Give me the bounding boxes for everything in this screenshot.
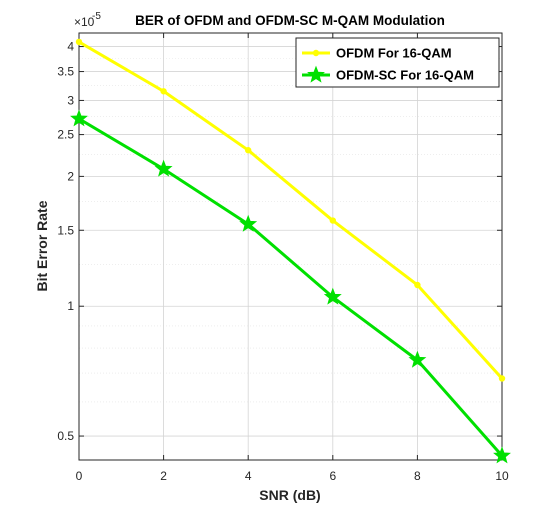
data-point [75,38,83,46]
x-axis-label: SNR (dB) [259,487,320,503]
y-multiplier-exponent: -5 [92,11,101,22]
y-tick-label: 3 [67,93,74,107]
y-multiplier-base: ×10 [74,15,95,29]
data-point [154,159,173,177]
data-point [70,109,88,127]
axis-ticks: 0.5 1 1.5 2 2.5 3 3.5 4 0 2 4 6 8 10 [57,33,509,483]
legend-entry: OFDM For 16-QAM [302,46,452,61]
series-line [78,40,504,380]
y-tick-label: 1.5 [57,223,74,237]
y-tick-label: 2.5 [57,128,74,142]
legend-label: OFDM-SC For 16-QAM [336,68,474,83]
data-point [493,446,511,464]
data-point [239,214,258,232]
chart-title: BER of OFDM and OFDM-SC M-QAM Modulation [135,13,445,28]
x-tick-label: 6 [329,469,336,483]
y-tick-label: 0.5 [57,429,74,443]
x-tick-label: 2 [160,469,167,483]
data-point [498,375,506,382]
y-tick-label: 3.5 [57,65,74,79]
data-point [414,281,421,289]
legend-entry: OFDM-SC For 16-QAM [302,65,474,83]
x-tick-label: 8 [414,469,421,483]
series-line [78,117,504,457]
legend-label: OFDM For 16-QAM [336,46,452,61]
data-point [160,88,167,95]
legend: OFDM For 16-QAM OFDM-SC For 16-QAM [295,37,500,88]
plot-frame [78,32,503,461]
y-tick-label: 1 [67,299,74,313]
data-series [70,38,511,464]
series-2 [70,109,511,464]
data-point [408,350,427,368]
legend-marker [312,49,320,57]
legend-marker [307,65,325,83]
x-tick-label: 4 [245,469,252,483]
y-axis-label: Bit Error Rate [34,200,50,291]
x-tick-label: 10 [495,469,509,483]
series-1 [75,38,506,382]
data-point [245,147,252,154]
data-point [329,217,336,224]
y-tick-label: 2 [67,169,74,183]
legend-box [295,37,500,88]
x-tick-label: 0 [76,469,83,483]
data-point [323,287,342,305]
y-tick-label: 4 [67,40,74,54]
